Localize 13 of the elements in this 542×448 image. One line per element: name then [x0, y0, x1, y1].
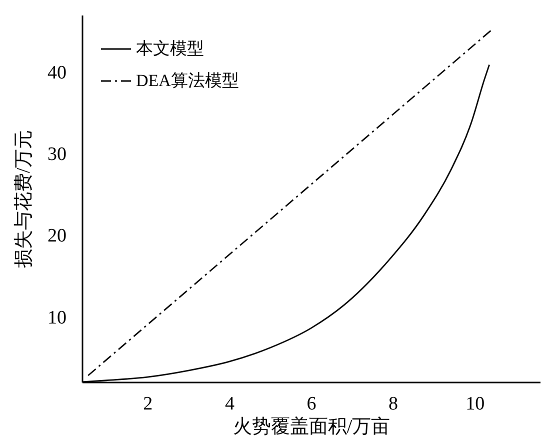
- x-tick-label: 6: [306, 394, 316, 414]
- y-tick-label: 20: [48, 226, 66, 247]
- y-axis-title: 损失与花费/万元: [14, 130, 34, 268]
- legend-label: 本文模型: [136, 39, 204, 58]
- x-tick-label: 8: [388, 394, 398, 414]
- x-tick-label: 2: [143, 394, 153, 414]
- legend-label: DEA算法模型: [136, 71, 239, 90]
- y-tick-label: 40: [48, 62, 66, 84]
- y-tick-label: 30: [48, 144, 66, 166]
- x-tick-label: 4: [224, 394, 235, 414]
- x-axis-title: 火势覆盖面积/万亩: [232, 416, 390, 438]
- x-tick-label: 10: [466, 394, 485, 414]
- y-tick-label: 10: [48, 307, 66, 328]
